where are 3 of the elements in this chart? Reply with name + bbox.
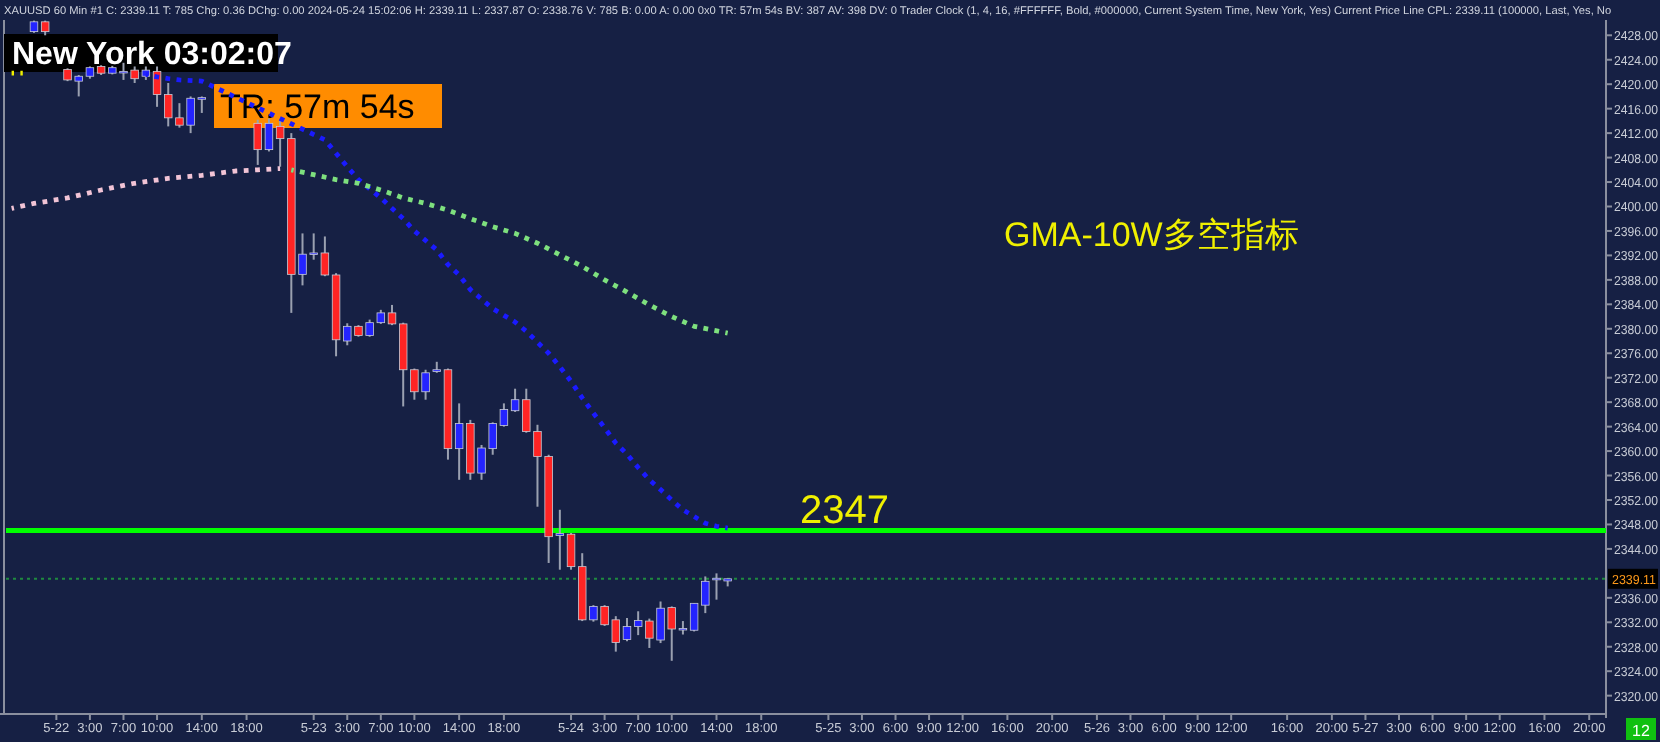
annotation: GMA-10W多空指标 bbox=[1004, 216, 1299, 254]
annotation: New York 03:02:07 bbox=[4, 34, 292, 72]
annotation: 12 bbox=[1626, 718, 1656, 740]
